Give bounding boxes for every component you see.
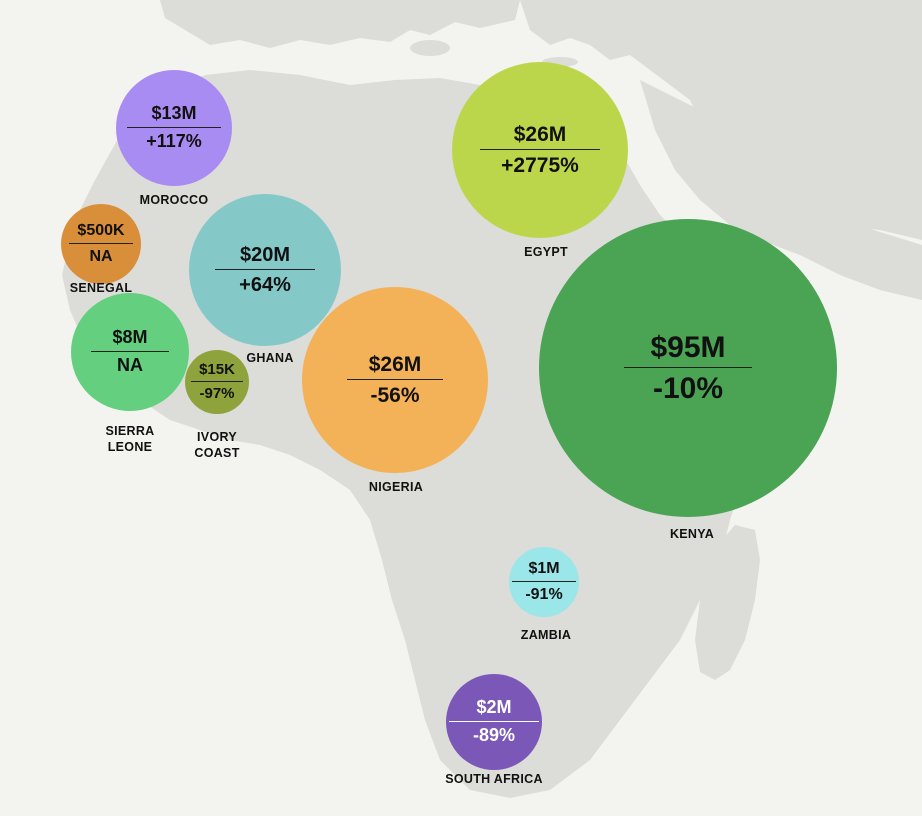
- bubble-amount: $8M: [112, 327, 148, 348]
- bubble-divider: [480, 149, 600, 150]
- country-label-egypt: EGYPT: [524, 245, 568, 259]
- country-label-ghana: GHANA: [246, 351, 294, 365]
- bubble-change: NA: [117, 355, 143, 375]
- bubble-amount: $95M: [650, 331, 726, 364]
- bubble-senegal: $500K NA: [61, 204, 141, 284]
- country-label-senegal: SENEGAL: [69, 281, 133, 295]
- bubble-divider: [449, 721, 539, 722]
- bubble-amount: $500K: [77, 222, 125, 240]
- bubble-divider: [624, 367, 752, 368]
- bubble-change: -56%: [370, 384, 420, 407]
- country-label-south-africa: SOUTH AFRICA: [445, 772, 543, 786]
- bubble-change: +64%: [239, 274, 291, 296]
- landmass-europe: [160, 0, 520, 48]
- bubble-zambia: $1M -91%: [509, 547, 579, 617]
- country-label-sierra-leone: SIERRA LEONE: [105, 424, 155, 454]
- bubble-amount: $15K: [199, 360, 235, 378]
- landmass-arabia: [640, 80, 922, 300]
- country-label-morocco: MOROCCO: [139, 193, 209, 207]
- bubble-divider: [512, 581, 576, 582]
- bubble-morocco: $13M +117%: [116, 70, 232, 186]
- bubble-amount: $20M: [239, 244, 291, 266]
- bubble-divider: [347, 379, 443, 380]
- landmass-middle-east: [520, 0, 922, 240]
- landmass-island-sicily: [410, 40, 450, 56]
- bubble-divider: [127, 127, 221, 128]
- bubble-south-africa: $2M -89%: [446, 674, 542, 770]
- bubble-change: -97%: [199, 385, 235, 402]
- bubble-divider: [191, 381, 243, 382]
- bubble-divider: [215, 269, 315, 270]
- bubble-change: NA: [89, 248, 113, 265]
- bubble-change: -89%: [472, 725, 516, 745]
- bubble-sierra-leone: $8M NA: [71, 293, 189, 411]
- country-label-nigeria: NIGERIA: [368, 480, 424, 494]
- bubble-amount: $1M: [528, 560, 560, 578]
- bubble-divider: [91, 351, 169, 352]
- bubble-amount: $13M: [151, 103, 197, 124]
- bubble-nigeria: $26M -56%: [302, 287, 488, 473]
- bubble-egypt: $26M +2775%: [452, 62, 628, 238]
- landmass-madagascar: [695, 525, 760, 680]
- bubble-kenya: $95M -10%: [539, 219, 837, 517]
- bubble-ghana: $20M +64%: [189, 194, 341, 346]
- bubble-divider: [69, 243, 133, 244]
- country-label-kenya: KENYA: [669, 527, 715, 541]
- bubble-amount: $26M: [368, 352, 422, 376]
- bubble-amount: $26M: [513, 122, 567, 146]
- bubble-amount: $2M: [476, 697, 512, 718]
- bubble-change: +117%: [146, 131, 202, 151]
- country-label-ivory-coast: IVORY COAST: [194, 430, 240, 460]
- bubble-change: -91%: [525, 586, 563, 603]
- bubble-change: +2775%: [501, 154, 579, 177]
- bubble-ivory-coast: $15K -97%: [185, 350, 249, 414]
- bubble-change: -10%: [652, 372, 724, 405]
- country-label-zambia: ZAMBIA: [520, 628, 572, 642]
